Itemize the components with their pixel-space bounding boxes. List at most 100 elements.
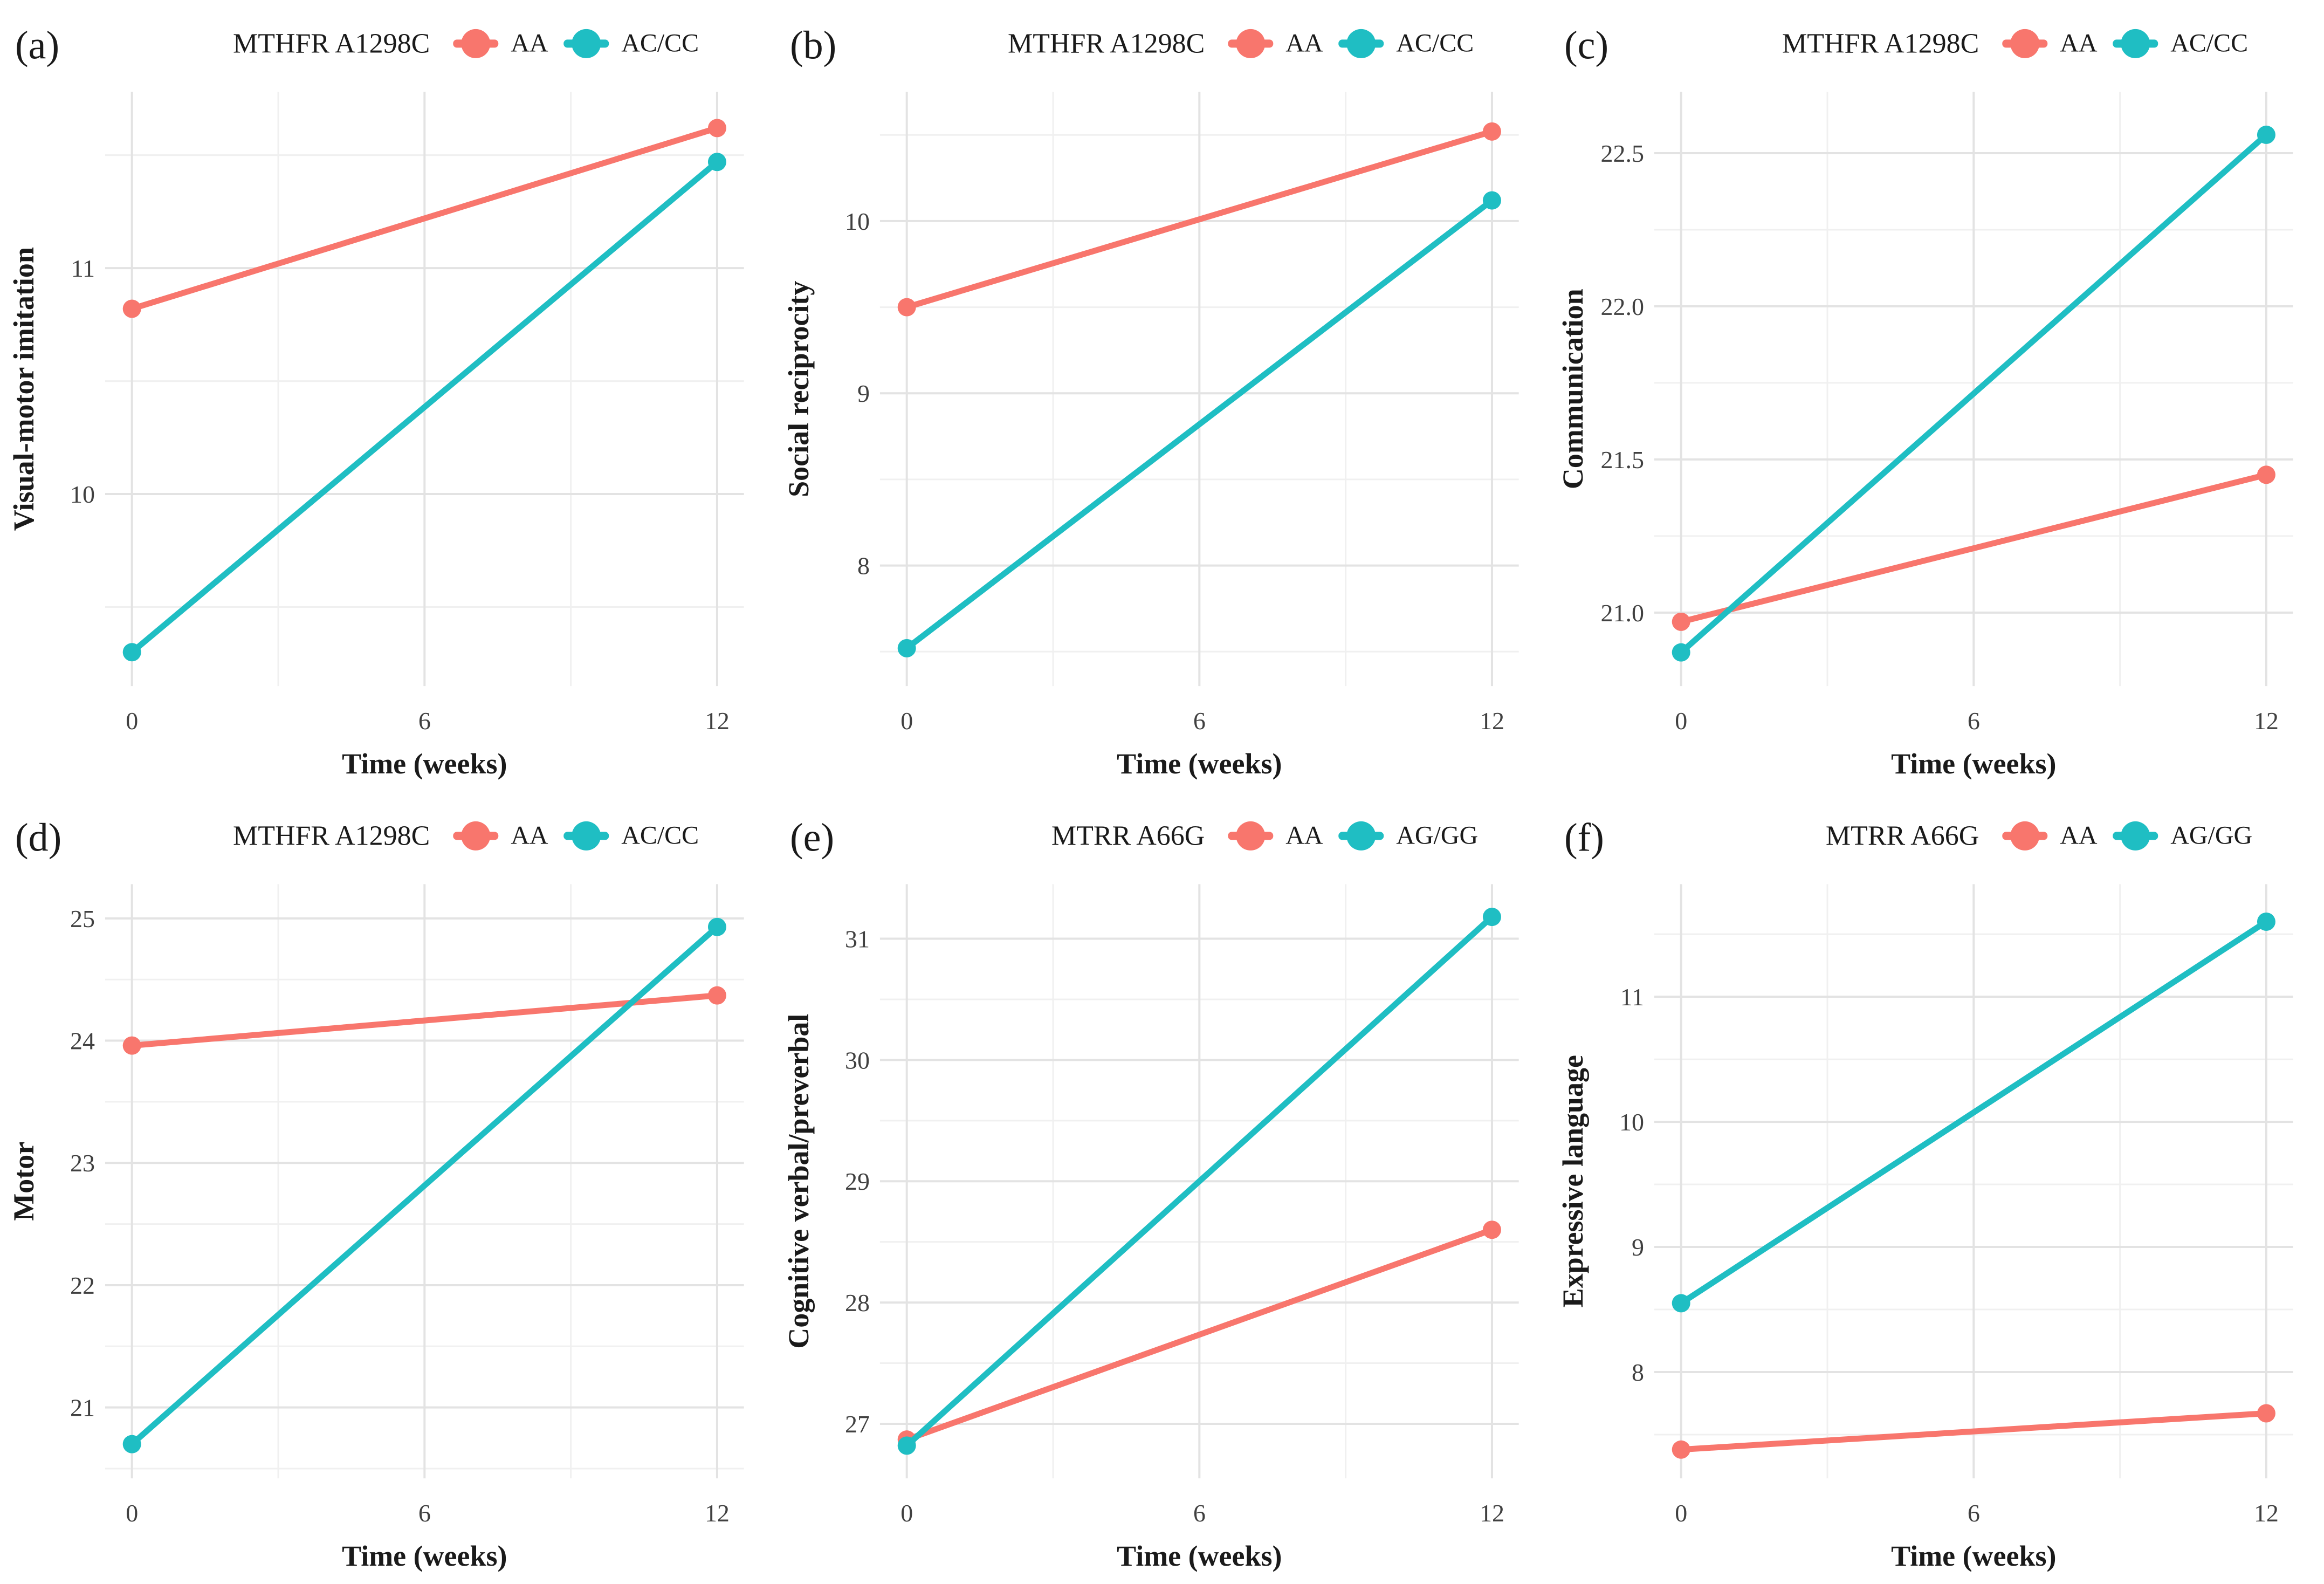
y-axis-title: Cognitive verbal/preverbal	[782, 1013, 815, 1348]
panel-c: (c) MTHFR A1298C AA AC/CC 21.0 21.5 22.0 22.5 0 6…	[1549, 0, 2324, 792]
panel-background	[0, 792, 775, 1584]
x-tick-label: 12	[2254, 1499, 2279, 1527]
legend-key-point-AC/CC	[572, 821, 601, 851]
legend-label-AA: AA	[1285, 29, 1323, 57]
panel-letter: (e)	[790, 815, 834, 860]
x-axis-title: Time (weeks)	[1892, 748, 2057, 780]
data-point-AG/GG-week12	[1482, 907, 1501, 926]
x-axis-title: Time (weeks)	[1117, 1540, 1282, 1572]
data-point-AC/CC-week0	[1672, 643, 1691, 662]
panel-e: (e) MTRR A66G AA AG/GG 27 28 29 30 31 0 6 12 Time (w…	[774, 792, 1550, 1584]
panel-background	[774, 0, 1550, 792]
legend-label-AA: AA	[511, 29, 548, 57]
y-tick-label: 9	[857, 380, 870, 407]
series-line-AC/CC	[129, 159, 720, 655]
series-line-AA	[1678, 1410, 2270, 1452]
legend-key-point-AA	[2010, 29, 2040, 58]
data-point-AA-week12	[707, 986, 726, 1005]
data-point-AC/CC-week0	[122, 643, 141, 662]
x-tick-label: 0	[126, 707, 138, 735]
data-point-AA-week12	[1482, 1220, 1501, 1239]
x-tick-label: 0	[900, 707, 913, 735]
data-point-AC/CC-week0	[122, 1435, 141, 1453]
y-tick-label: 10	[1619, 1108, 1644, 1136]
panel-background	[0, 0, 775, 792]
legend-key-point-AC/CC	[572, 29, 601, 58]
legend-key-point-AA	[461, 821, 491, 851]
y-tick-label: 22.0	[1601, 293, 1644, 320]
x-tick-label: 6	[418, 707, 431, 735]
x-tick-label: 12	[705, 1499, 730, 1527]
x-tick-label: 6	[418, 1499, 431, 1527]
legend-key-point-AG/GG	[2121, 821, 2150, 851]
panel-background	[1549, 0, 2324, 792]
y-tick-label: 8	[1632, 1358, 1644, 1386]
y-axis-title: Visual-motor imitation	[8, 247, 40, 531]
panel-title: MTHFR A1298C	[233, 28, 430, 59]
legend-key-point-AA	[461, 29, 491, 58]
x-tick-label: 6	[1193, 1499, 1205, 1527]
data-point-AA-week0	[122, 299, 141, 318]
y-tick-label: 21.5	[1601, 446, 1644, 474]
chart-canvas-e: (e) MTRR A66G AA AG/GG 27 28 29 30 31 0 6 12 Time (w…	[774, 792, 1550, 1584]
legend-key-point-AA	[1235, 29, 1265, 58]
series-line-AA	[1678, 471, 2270, 625]
y-tick-label: 29	[845, 1168, 870, 1195]
legend-label-AG/GG: AG/GG	[1396, 821, 1478, 849]
x-axis-title: Time (weeks)	[342, 1540, 507, 1572]
y-axis-title: Social reciprocity	[782, 281, 815, 497]
x-tick-label: 6	[1193, 707, 1205, 735]
legend-label-AA: AA	[2060, 821, 2098, 849]
chart-canvas-a: (a) MTHFR A1298C AA AC/CC 10 11 0 6 12 Time (week…	[0, 0, 775, 792]
data-point-AA-week0	[122, 1036, 141, 1055]
panel-a: (a) MTHFR A1298C AA AC/CC 10 11 0 6 12 Time (week…	[0, 0, 775, 792]
legend-key-point-AG/GG	[1346, 821, 1376, 851]
x-axis-title: Time (weeks)	[1892, 1540, 2057, 1572]
legend-label-AA: AA	[1285, 821, 1323, 849]
data-point-AA-week12	[2257, 1404, 2276, 1423]
y-tick-label: 11	[1620, 983, 1644, 1011]
panel-letter: (c)	[1564, 23, 1608, 67]
x-axis-title: Time (weeks)	[342, 748, 507, 780]
x-tick-label: 12	[1480, 1499, 1504, 1527]
y-tick-label: 22	[70, 1271, 95, 1299]
legend-label-AC/CC: AC/CC	[621, 29, 699, 57]
y-axis-title: Communication	[1557, 289, 1589, 489]
series-line-AC/CC	[1678, 132, 2270, 656]
panel-title: MTHFR A1298C	[1008, 28, 1205, 59]
panel-background	[1549, 792, 2324, 1584]
data-point-AA-week0	[1672, 612, 1691, 631]
x-tick-label: 12	[705, 707, 730, 735]
y-tick-label: 25	[70, 904, 95, 932]
y-tick-label: 11	[71, 255, 95, 282]
series-line-AA	[129, 125, 720, 312]
y-tick-label: 10	[845, 208, 870, 235]
data-point-AG/GG-week12	[2257, 912, 2276, 931]
x-tick-label: 6	[1968, 707, 1980, 735]
chart-canvas-b: (b) MTHFR A1298C AA AC/CC 8 9 10 0 6 12 Time (week…	[774, 0, 1550, 792]
y-tick-label: 21	[70, 1394, 95, 1421]
panel-letter: (f)	[1564, 815, 1604, 860]
x-axis-title: Time (weeks)	[1117, 748, 1282, 780]
series-line-AA	[903, 128, 1495, 311]
y-tick-label: 30	[845, 1046, 870, 1074]
series-line-AG/GG	[1678, 918, 2270, 1306]
series-line-AA	[129, 992, 720, 1048]
y-tick-label: 8	[857, 552, 870, 580]
x-tick-label: 0	[1675, 1499, 1688, 1527]
x-tick-label: 6	[1968, 1499, 1980, 1527]
series-line-AC/CC	[903, 197, 1495, 652]
data-point-AC/CC-week12	[2257, 125, 2276, 144]
panel-title: MTHFR A1298C	[1782, 28, 1979, 59]
data-point-AC/CC-week12	[1482, 191, 1501, 210]
data-point-AC/CC-week12	[707, 153, 726, 172]
series-line-AC/CC	[129, 923, 720, 1447]
y-axis-title: Motor	[8, 1141, 40, 1220]
y-tick-label: 22.5	[1601, 140, 1644, 167]
x-tick-label: 12	[1480, 707, 1504, 735]
y-axis-title: Expressive language	[1557, 1055, 1589, 1307]
legend-key-point-AA	[1235, 821, 1265, 851]
data-point-AA-week12	[2257, 465, 2276, 484]
legend-label-AC/CC: AC/CC	[1396, 29, 1474, 57]
